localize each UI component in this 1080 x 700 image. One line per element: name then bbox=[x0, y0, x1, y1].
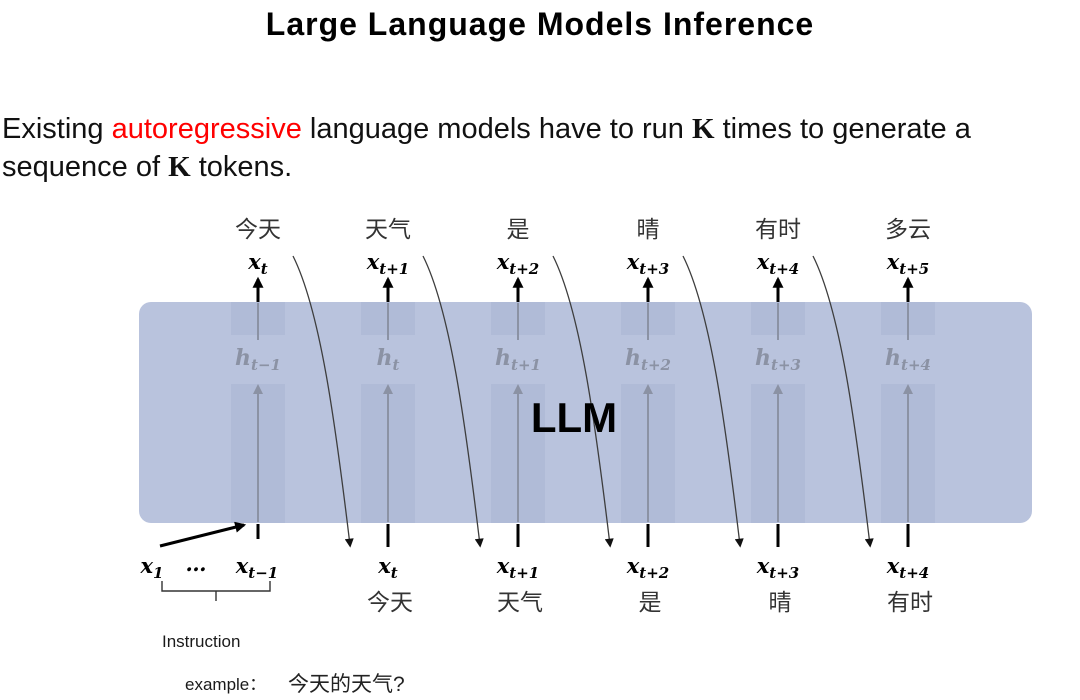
hidden-state-1: ht−1 bbox=[235, 345, 281, 374]
hidden-state-5: ht+3 bbox=[755, 345, 801, 374]
intro-text-5: tokens. bbox=[190, 151, 293, 183]
hidden-state-2: ht bbox=[377, 345, 400, 374]
example-prefix: example： bbox=[185, 675, 266, 694]
output-token-4: xt+3 bbox=[626, 249, 669, 278]
llm-label: LLM bbox=[531, 394, 617, 441]
intro-paragraph: Existing autoregressive language models … bbox=[2, 110, 1080, 186]
output-token-2: xt+1 bbox=[366, 249, 409, 278]
input-token-symbols: xt xt+1 xt+2 xt+3 xt+4 bbox=[377, 553, 929, 582]
instruction-brace bbox=[161, 581, 271, 601]
output-token-3: xt+2 bbox=[496, 249, 539, 278]
hidden-state-symbols: ht−1 ht ht+1 ht+2 ht+3 ht+4 bbox=[235, 345, 931, 374]
example-line: example： 今天的天气? bbox=[185, 673, 405, 696]
hidden-state-4: ht+2 bbox=[625, 345, 671, 374]
output-word-5: 有时 bbox=[755, 216, 801, 242]
output-token-symbols: xt xt+1 xt+2 xt+3 xt+4 xt+5 bbox=[247, 249, 929, 278]
example-text: 今天的天气? bbox=[288, 673, 405, 696]
intro-text-4: sequence of bbox=[2, 151, 169, 183]
instruction-feed-arrow bbox=[159, 521, 247, 548]
input-token-2: xt bbox=[377, 553, 398, 582]
output-word-1: 今天 bbox=[235, 216, 281, 242]
input-word-6: 有时 bbox=[887, 589, 933, 615]
output-word-4: 晴 bbox=[637, 216, 660, 242]
hidden-state-3: ht+1 bbox=[495, 345, 541, 374]
input-token-4: xt+2 bbox=[626, 553, 669, 582]
feedback-arrow-1 bbox=[292, 255, 354, 548]
intro-k-symbol-1: K bbox=[691, 113, 715, 145]
output-token-1: xt bbox=[247, 249, 268, 278]
input-token-x1: x1 bbox=[140, 553, 164, 582]
feedback-arrow-2 bbox=[422, 255, 484, 548]
intro-k-symbol-2: K bbox=[168, 151, 191, 183]
output-word-2: 天气 bbox=[365, 216, 411, 242]
output-word-6: 多云 bbox=[885, 216, 931, 242]
column-flow-arrows bbox=[252, 276, 914, 547]
output-token-5: xt+4 bbox=[756, 249, 799, 278]
intro-text-3: times to generate a bbox=[714, 113, 971, 145]
instruction-input-group: x1 … xt−1 Instruction bbox=[140, 521, 278, 651]
feedback-arrow-3 bbox=[552, 255, 614, 548]
input-token-6: xt+4 bbox=[886, 553, 929, 582]
input-word-2: 今天 bbox=[367, 589, 413, 615]
input-token-5: xt+3 bbox=[756, 553, 799, 582]
intro-highlight-autoregressive: autoregressive bbox=[111, 113, 302, 145]
input-word-3: 天气 bbox=[497, 589, 543, 615]
input-token-ellipsis: … bbox=[186, 551, 207, 576]
output-words: 今天 天气 是 晴 有时 多云 bbox=[235, 216, 931, 242]
input-words: 今天 天气 是 晴 有时 bbox=[367, 589, 933, 615]
inference-diagram: LLM 今天 天气 是 晴 有时 多云 xt xt+1 xt+2 xt+3 xt… bbox=[139, 216, 1032, 696]
hidden-state-6: ht+4 bbox=[885, 345, 931, 374]
input-word-5: 晴 bbox=[769, 589, 792, 615]
feedback-arrow-4 bbox=[682, 255, 744, 548]
instruction-label: Instruction bbox=[162, 632, 240, 651]
intro-text-1: Existing bbox=[2, 113, 112, 145]
feedback-arrow-5 bbox=[812, 255, 874, 548]
input-token-3: xt+1 bbox=[496, 553, 539, 582]
intro-text-2: language models have to run bbox=[301, 113, 692, 145]
input-word-4: 是 bbox=[639, 589, 662, 615]
output-word-3: 是 bbox=[507, 216, 530, 242]
output-token-6: xt+5 bbox=[886, 249, 929, 278]
feedback-arrows bbox=[292, 255, 874, 548]
slide-title: Large Language Models Inference bbox=[265, 6, 815, 42]
input-token-xt-1: xt−1 bbox=[235, 553, 278, 582]
